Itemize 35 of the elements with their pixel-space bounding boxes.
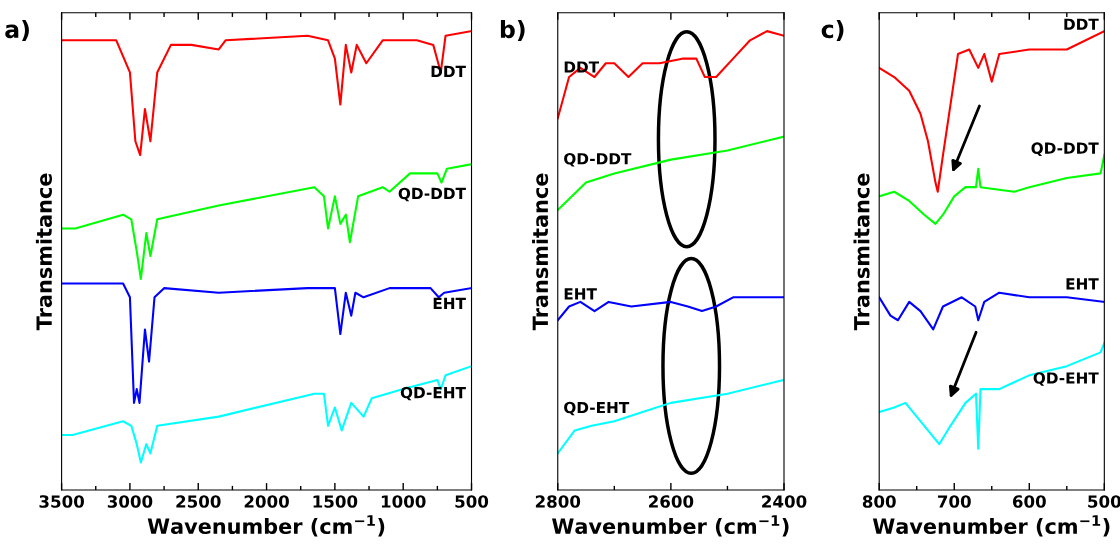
series-label: DDT	[1064, 18, 1099, 30]
y-axis-title: Transmitance	[853, 173, 870, 331]
x-tick-label: 1000	[381, 495, 426, 508]
chart-title: a)	[5, 19, 29, 41]
x-tick-label: 500	[455, 495, 489, 508]
y-axis-title: Transmitance	[532, 173, 549, 331]
series-label: QD-DDT	[564, 152, 632, 167]
x-axis-title: Wavenumber (cm$^{−1}$)	[552, 515, 789, 537]
series-label: DDT	[564, 61, 600, 73]
series-label: EHT	[433, 297, 466, 310]
x-tick-label: 500	[1088, 495, 1120, 508]
x-tick-label: 1500	[313, 495, 358, 508]
x-tick-label: 800	[862, 495, 896, 508]
x-axis-title: Wavenumber (cm$^{−1}$)	[147, 515, 385, 537]
x-tick-label: 2800	[535, 495, 581, 508]
series-label: QD-EHT	[400, 386, 466, 401]
x-tick-label: 600	[1012, 495, 1046, 508]
chart-title: b)	[500, 19, 525, 41]
series-label: DDT	[431, 65, 466, 78]
x-tick-label: 700	[937, 495, 971, 508]
x-tick-label: 3000	[107, 495, 153, 508]
x-axis-title: Wavenumber (cm$^{−1}$)	[872, 515, 1110, 537]
x-tick-label: 3500	[39, 495, 84, 508]
chart-title: c)	[821, 19, 844, 41]
series-label: QD-EHT	[1033, 372, 1099, 386]
series-label: EHT	[564, 288, 597, 300]
series-label: EHT	[1066, 278, 1099, 290]
x-tick-label: 2000	[244, 495, 289, 508]
x-tick-label: 2500	[176, 495, 221, 508]
x-tick-label: 2400	[762, 495, 807, 508]
x-tick-label: 2600	[649, 495, 694, 508]
series-label: QD-DDT	[1031, 142, 1099, 156]
y-axis-title: Transmitance	[35, 173, 53, 331]
series-label: QD-DDT	[398, 187, 466, 202]
series-label: QD-EHT	[564, 401, 630, 416]
